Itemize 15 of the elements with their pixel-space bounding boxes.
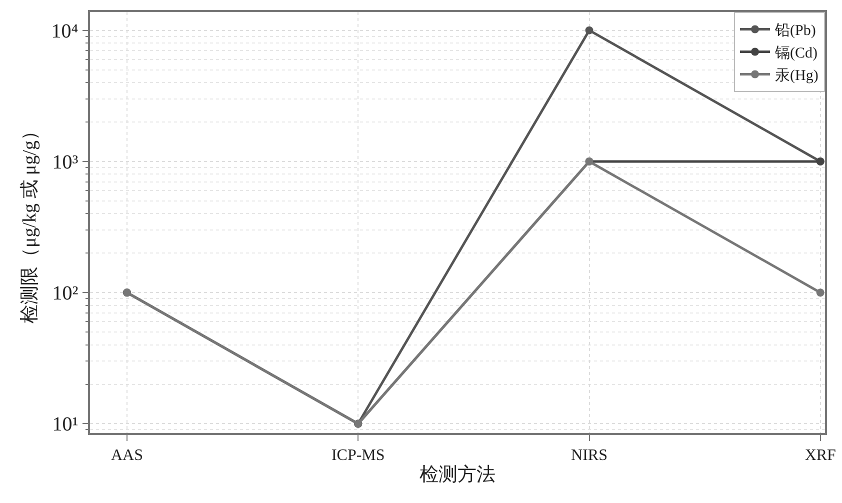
y-tick-label: 10¹ (52, 414, 78, 436)
legend-label: 汞(Hg) (775, 68, 818, 84)
x-axis-title: 检测方法 (420, 463, 496, 486)
y-tick-label: 10⁴ (51, 20, 78, 42)
y-tick-label: 10² (52, 282, 78, 305)
x-tick-label: ICP-MS (331, 446, 385, 464)
x-tick-label: AAS (110, 446, 143, 464)
x-tick-label: XRF (804, 446, 836, 464)
point (585, 26, 594, 34)
point (816, 288, 824, 297)
legend-label: 镉(Cd) (774, 46, 818, 62)
x-tick-label: NIRS (571, 446, 608, 464)
legend-label: 铅(Pb) (774, 23, 816, 40)
y-tick-label: 10³ (52, 151, 78, 174)
y-axis-title: 检测限（μg/kg 或 μg/g） (20, 122, 41, 324)
